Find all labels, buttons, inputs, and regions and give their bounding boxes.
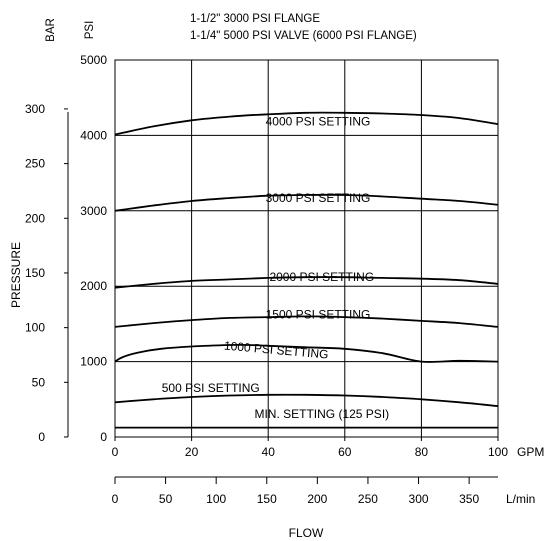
gpm-tick-label: 40 — [262, 445, 276, 459]
series-label: 3000 PSI SETTING — [266, 191, 371, 205]
series-label: 1500 PSI SETTING — [266, 308, 371, 322]
lmin-tick-label: 350 — [459, 492, 479, 506]
series-line — [114, 315, 499, 328]
lmin-tick-label: 100 — [206, 492, 226, 506]
series-line — [114, 343, 499, 363]
bar-axis-label: BAR — [45, 18, 57, 42]
title-line-2: 1-1/4" 5000 PSI VALVE (6000 PSI FLANGE) — [190, 30, 417, 42]
psi-tick-label: 0 — [100, 430, 107, 444]
bar-tick-label: 50 — [32, 375, 46, 389]
pressure-axis-label: PRESSURE — [9, 242, 23, 308]
bar-tick-label: 200 — [25, 211, 45, 225]
psi-axis-label: PSI — [84, 21, 96, 40]
series-label: MIN. SETTING (125 PSI) — [254, 407, 389, 421]
psi-tick-label: 3000 — [80, 204, 107, 218]
lmin-tick-label: 150 — [257, 492, 277, 506]
gpm-unit-label: GPM — [517, 445, 544, 459]
lmin-tick-label: 250 — [358, 492, 378, 506]
psi-tick-label: 4000 — [80, 128, 107, 142]
gpm-tick-label: 80 — [415, 445, 429, 459]
lmin-tick-label: 300 — [409, 492, 429, 506]
gpm-tick-label: 100 — [488, 445, 508, 459]
series-line — [114, 276, 499, 289]
series-line — [114, 111, 499, 136]
lmin-tick-label: 0 — [112, 492, 119, 506]
lmin-unit-label: L/min — [506, 492, 535, 506]
gpm-tick-label: 20 — [185, 445, 199, 459]
series-label: 2000 PSI SETTING — [269, 270, 374, 284]
psi-tick-label: 1000 — [80, 355, 107, 369]
bar-tick-label: 250 — [25, 157, 45, 171]
plot-frame — [114, 59, 499, 438]
bar-tick-label: 150 — [25, 266, 45, 280]
lmin-tick-label: 50 — [159, 492, 173, 506]
gpm-tick-label: 0 — [112, 445, 119, 459]
series-label: 4000 PSI SETTING — [266, 115, 371, 129]
gpm-tick-label: 60 — [338, 445, 352, 459]
series-label: 1000 PSI SETTING — [223, 339, 329, 362]
series-label: 500 PSI SETTING — [162, 381, 260, 395]
bar-tick-label: 300 — [25, 102, 45, 116]
series-line — [114, 193, 499, 212]
psi-tick-label: 2000 — [80, 279, 107, 293]
lmin-tick-label: 200 — [307, 492, 327, 506]
title-line-1: 1-1/2" 3000 PSI FLANGE — [190, 13, 320, 25]
bar-tick-label: 0 — [38, 430, 45, 444]
psi-tick-label: 5000 — [80, 53, 107, 67]
bar-tick-label: 100 — [25, 321, 45, 335]
flow-axis-label: FLOW — [289, 526, 324, 540]
series-line — [114, 393, 499, 407]
